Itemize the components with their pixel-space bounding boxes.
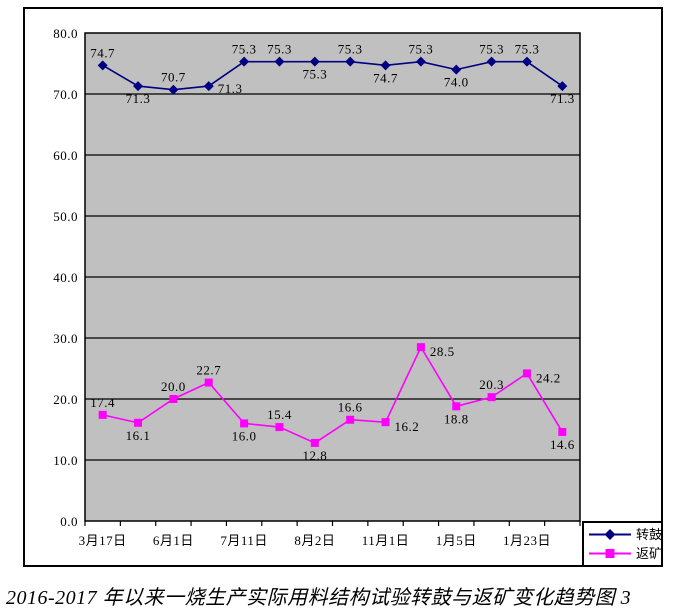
data-label: 71.3 [218, 81, 243, 96]
data-point-marker [309, 56, 320, 67]
y-axis-label: 30.0 [53, 331, 78, 346]
data-point-marker [310, 438, 319, 447]
data-label: 16.6 [338, 400, 363, 415]
data-point-marker [381, 418, 390, 427]
data-point-marker [452, 402, 461, 411]
data-label: 20.3 [479, 377, 504, 392]
data-label: 18.8 [444, 411, 469, 426]
data-label: 22.7 [196, 363, 221, 378]
y-axis-label: 60.0 [53, 148, 78, 163]
data-label: 75.3 [479, 42, 504, 57]
data-label: 24.2 [536, 370, 561, 385]
x-axis-label: 7月11日 [220, 533, 268, 548]
data-label: 74.0 [444, 75, 469, 90]
data-label: 16.1 [126, 428, 151, 443]
y-axis-label: 0.0 [60, 514, 78, 529]
data-point-marker [487, 393, 496, 402]
data-label: 16.0 [232, 428, 257, 443]
data-label: 71.3 [126, 91, 151, 106]
series-line-转鼓 [102, 60, 563, 91]
series-line-返矿 [102, 345, 564, 444]
data-label: 75.3 [515, 42, 540, 57]
data-label: 75.3 [267, 42, 292, 57]
legend-box: 转鼓 返矿 [582, 521, 663, 567]
legend-marker-diamond-icon [589, 528, 631, 540]
chart-title: 2016-2017 年以来一烧生产实际用料结构试验转鼓与返矿变化趋势图 3 [6, 587, 632, 609]
y-axis-label: 10.0 [53, 453, 78, 468]
data-point-marker [345, 56, 356, 67]
data-point-marker [203, 81, 214, 92]
x-axis-label: 11月1日 [362, 533, 410, 548]
legend-item-series1: 转鼓 [588, 526, 663, 543]
data-point-marker [522, 369, 531, 378]
y-axis-label: 50.0 [53, 209, 78, 224]
data-point-marker [415, 56, 426, 67]
data-label: 75.3 [409, 42, 434, 57]
data-label: 14.6 [550, 437, 575, 452]
data-label: 71.3 [550, 91, 575, 106]
data-point-marker [557, 81, 568, 92]
data-label: 12.8 [302, 448, 327, 463]
x-axis-label: 6月1日 [153, 533, 194, 548]
data-point-marker [451, 64, 462, 75]
x-axis-label: 1月5日 [436, 533, 477, 548]
data-label: 20.0 [161, 379, 186, 394]
data-label: 16.2 [395, 419, 420, 434]
legend-item-series2: 返矿 [588, 545, 663, 562]
x-axis-label: 8月2日 [294, 533, 335, 548]
y-axis-label: 80.0 [53, 26, 78, 41]
y-axis-label: 70.0 [53, 87, 78, 102]
data-point-marker [97, 60, 108, 71]
data-point-marker [168, 84, 179, 95]
data-point-marker [133, 81, 144, 92]
data-point-marker [98, 410, 107, 419]
data-point-marker [486, 56, 497, 67]
data-point-marker [416, 343, 425, 352]
data-label: 28.5 [430, 344, 455, 359]
y-axis-label: 20.0 [53, 392, 78, 407]
x-axis-label: 3月17日 [79, 533, 127, 548]
data-point-marker [521, 56, 532, 67]
data-point-marker [204, 378, 213, 387]
x-axis-label: 1月23日 [503, 533, 551, 548]
data-label: 70.7 [161, 70, 186, 85]
data-label: 17.4 [90, 395, 115, 410]
data-label: 74.7 [373, 70, 398, 85]
data-point-marker [239, 56, 250, 67]
data-point-marker [240, 419, 249, 428]
data-label: 15.4 [267, 407, 292, 422]
data-label: 75.3 [302, 67, 327, 82]
legend-marker-square-icon [589, 549, 631, 559]
data-point-marker [380, 60, 391, 71]
data-label: 75.3 [338, 42, 363, 57]
data-point-marker [346, 415, 355, 424]
data-point-marker [558, 427, 567, 436]
data-point-marker [134, 418, 143, 427]
legend-label-series2: 返矿 [636, 546, 663, 562]
data-point-marker [169, 395, 178, 403]
data-point-marker [275, 423, 284, 432]
y-axis-label: 40.0 [53, 270, 78, 285]
legend-label-series1: 转鼓 [636, 526, 663, 542]
data-label: 75.3 [232, 42, 257, 57]
data-label: 74.7 [90, 45, 115, 60]
data-point-marker [274, 56, 285, 67]
